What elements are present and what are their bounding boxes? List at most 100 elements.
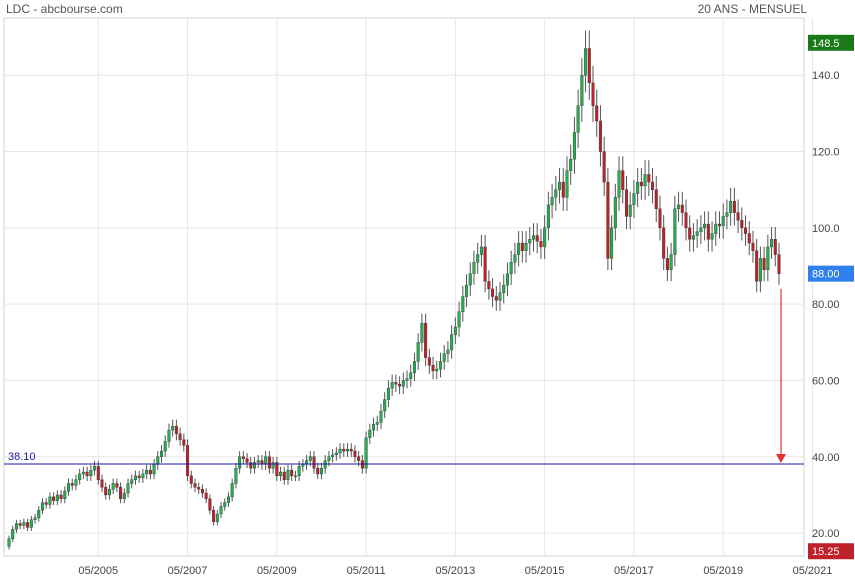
x-tick-label: 05/2009	[257, 565, 297, 577]
candle-body	[189, 475, 193, 484]
candle-body	[710, 233, 714, 240]
candle-body	[301, 464, 305, 467]
candle-body	[282, 471, 286, 480]
y-tick-label: 40.00	[812, 452, 840, 464]
x-tick-label: 05/2019	[703, 565, 743, 577]
candle-body	[238, 456, 242, 469]
candle-body	[505, 273, 509, 286]
candle-body	[186, 445, 190, 477]
candle-body	[699, 227, 703, 232]
candle-body	[215, 513, 219, 522]
candle-body	[375, 422, 379, 425]
period-label: 20 ANS - MENSUEL	[697, 2, 807, 16]
candle-body	[219, 506, 223, 515]
candle-body	[513, 254, 517, 263]
candle-body	[773, 239, 777, 255]
candle-body	[680, 204, 684, 213]
last-price-badge	[808, 265, 854, 282]
candle-body	[163, 441, 167, 452]
y-tick-label: 80.00	[812, 299, 840, 311]
candle-body	[156, 456, 160, 465]
candle-body	[744, 227, 748, 234]
candle-body	[498, 292, 502, 301]
x-tick-label: 05/2013	[435, 565, 475, 577]
candle-body	[565, 170, 569, 198]
candle-body	[394, 382, 398, 385]
candle-body	[338, 448, 342, 454]
candle-body	[230, 483, 234, 498]
candle-body	[14, 523, 18, 530]
candle-body	[755, 250, 759, 282]
candle-body	[703, 223, 707, 229]
candle-body	[44, 502, 48, 505]
candle-body	[256, 460, 260, 463]
candle-body	[595, 105, 599, 122]
candle-body	[11, 529, 15, 540]
candle-body	[226, 496, 230, 503]
candle-body	[372, 424, 376, 431]
candle-body	[766, 246, 770, 271]
candle-body	[286, 469, 290, 480]
candle-body	[665, 258, 669, 271]
candle-body	[691, 235, 695, 240]
candle-body	[636, 181, 640, 194]
candle-body	[78, 473, 82, 480]
candle-body	[677, 204, 681, 209]
candle-body	[342, 448, 346, 452]
candle-body	[550, 197, 554, 206]
candle-body	[624, 189, 628, 217]
candle-body	[673, 208, 677, 255]
candle-body	[520, 242, 524, 251]
candle-body	[160, 450, 164, 457]
candle-body	[427, 357, 431, 366]
candle-body	[632, 193, 636, 206]
candle-body	[200, 489, 204, 494]
candle-body	[89, 469, 93, 477]
y-tick-label: 20.00	[812, 528, 840, 540]
candle-body	[316, 468, 320, 475]
candle-body	[736, 212, 740, 221]
candle-body	[245, 458, 249, 463]
axes: 20.00 40.00 60.00 80.00 100.0 120.0 140.0 05/20…	[78, 70, 839, 577]
candle-body	[267, 456, 271, 469]
candle-body	[63, 490, 67, 499]
candle-body	[137, 475, 141, 478]
candle-body	[85, 471, 89, 477]
candle-body	[55, 494, 59, 501]
candle-body	[747, 233, 751, 244]
candle-body	[684, 212, 688, 229]
candle-body	[212, 510, 216, 522]
candle-body	[721, 216, 725, 227]
candle-body	[364, 437, 368, 469]
candle-body	[706, 223, 710, 240]
candle-body	[241, 456, 245, 459]
candle-body	[762, 258, 766, 271]
candle-body	[182, 439, 186, 446]
candle-body	[104, 487, 108, 496]
candle-body	[249, 462, 253, 469]
candle-body	[398, 384, 402, 387]
candle-body	[122, 492, 126, 499]
candle-body	[279, 471, 283, 477]
candle-body	[174, 426, 178, 435]
candle-body	[431, 365, 435, 372]
candle-body	[539, 241, 543, 248]
candle-body	[275, 462, 279, 477]
candle-body	[598, 120, 602, 152]
candle-body	[29, 519, 33, 528]
candle-body	[349, 448, 353, 452]
y-tick-label: 100.0	[812, 223, 840, 235]
y-tick-label: 120.0	[812, 147, 840, 159]
candle-body	[334, 452, 338, 456]
candle-body	[446, 349, 450, 354]
candle-body	[204, 492, 208, 499]
candle-body	[327, 456, 331, 461]
candle-body	[494, 296, 498, 301]
candle-body	[554, 189, 558, 198]
x-tick-label: 05/2005	[78, 565, 118, 577]
candle-body	[379, 410, 383, 423]
candle-body	[658, 208, 662, 229]
candle-body	[584, 48, 588, 76]
candle-body	[145, 469, 149, 475]
